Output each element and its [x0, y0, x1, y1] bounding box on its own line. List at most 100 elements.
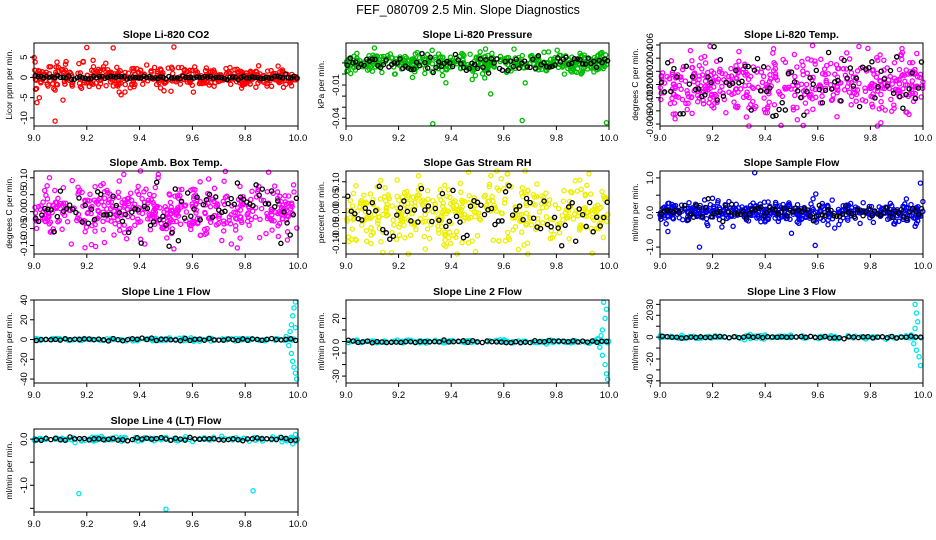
data-point [812, 61, 818, 67]
reference-point [664, 207, 671, 214]
reference-point [604, 58, 611, 64]
data-point [900, 86, 906, 92]
reference-point [213, 74, 219, 81]
data-point [783, 215, 789, 222]
reference-point [116, 73, 122, 80]
reference-point [231, 201, 238, 208]
reference-point [148, 335, 155, 341]
data-point [790, 211, 796, 217]
data-point [75, 184, 81, 190]
data-point [283, 333, 289, 340]
reference-point [541, 60, 547, 66]
reference-point [76, 336, 83, 343]
reference-point [153, 179, 160, 186]
reference-point [390, 233, 397, 239]
data-point [250, 488, 256, 494]
y-tick-label: 40 [19, 295, 30, 306]
data-point [352, 67, 359, 73]
data-point [479, 70, 486, 77]
data-point [721, 96, 728, 103]
data-point [219, 237, 225, 244]
data-point [192, 186, 198, 193]
reference-point [60, 208, 67, 214]
reference-point [658, 211, 665, 217]
data-point [853, 98, 859, 104]
reference-point [182, 74, 189, 81]
x-tick-label: 9.2 [392, 133, 405, 144]
data-point [222, 194, 229, 200]
data-point [424, 226, 431, 232]
reference-point [584, 339, 591, 345]
data-point [715, 197, 721, 204]
data-point [279, 68, 285, 75]
data-point [705, 222, 711, 229]
data-point [791, 51, 798, 58]
reference-point [143, 74, 150, 81]
reference-point [119, 218, 126, 225]
data-points [343, 45, 611, 127]
reference-point [196, 74, 203, 81]
data-point [572, 178, 578, 184]
data-point [106, 196, 113, 203]
data-point [467, 51, 473, 57]
reference-point [478, 202, 484, 208]
reference-point [196, 436, 203, 443]
reference-point [740, 334, 747, 340]
reference-point [708, 79, 714, 86]
data-point [689, 64, 696, 71]
data-point [157, 205, 163, 211]
data-point [599, 352, 606, 359]
data-point [659, 70, 666, 76]
reference-point [575, 339, 581, 345]
data-point [891, 105, 897, 112]
data-point [122, 200, 128, 206]
reference-point [398, 339, 404, 346]
data-point [700, 101, 707, 107]
reference-point [731, 211, 738, 217]
panel-title: Slope Sample Flow [744, 157, 841, 169]
reference-point [794, 88, 801, 94]
reference-point [219, 209, 225, 216]
data-point [804, 70, 811, 77]
reference-point [791, 79, 798, 85]
figure-title: FEF_080709 2.5 Min. Slope Diagnostics [356, 3, 580, 17]
y-tick-label: -40 [645, 374, 656, 388]
data-point [823, 62, 830, 69]
data-point [100, 226, 107, 233]
data-point [457, 180, 464, 187]
data-point [896, 66, 903, 73]
data-point [742, 72, 748, 78]
data-point [876, 106, 882, 112]
data-point [249, 188, 255, 195]
reference-point [790, 209, 796, 215]
data-point [909, 90, 916, 97]
data-point [577, 177, 583, 183]
data-point [515, 246, 522, 253]
reference-point [903, 334, 910, 340]
reference-point [201, 337, 208, 343]
panel-title: Slope Gas Stream RH [424, 157, 532, 169]
data-point [477, 217, 484, 223]
reference-point [466, 65, 472, 72]
data-point [891, 59, 898, 66]
reference-point [101, 212, 107, 218]
data-point [847, 200, 854, 207]
reference-point [900, 105, 906, 111]
data-point [137, 218, 144, 225]
data-point [86, 83, 92, 90]
reference-point [570, 338, 576, 344]
x-tick-label: 9.0 [653, 133, 666, 144]
reference-point [181, 215, 188, 221]
data-point [835, 65, 841, 72]
data-point [82, 197, 88, 204]
reference-point [717, 56, 724, 63]
x-tick-label: 9.8 [239, 519, 252, 530]
data-point [181, 67, 188, 74]
x-tick-label: 9.2 [80, 519, 93, 530]
data-point [822, 85, 829, 91]
data-point [531, 61, 537, 67]
data-point [240, 193, 246, 200]
data-point [676, 82, 683, 89]
data-point [854, 68, 861, 74]
